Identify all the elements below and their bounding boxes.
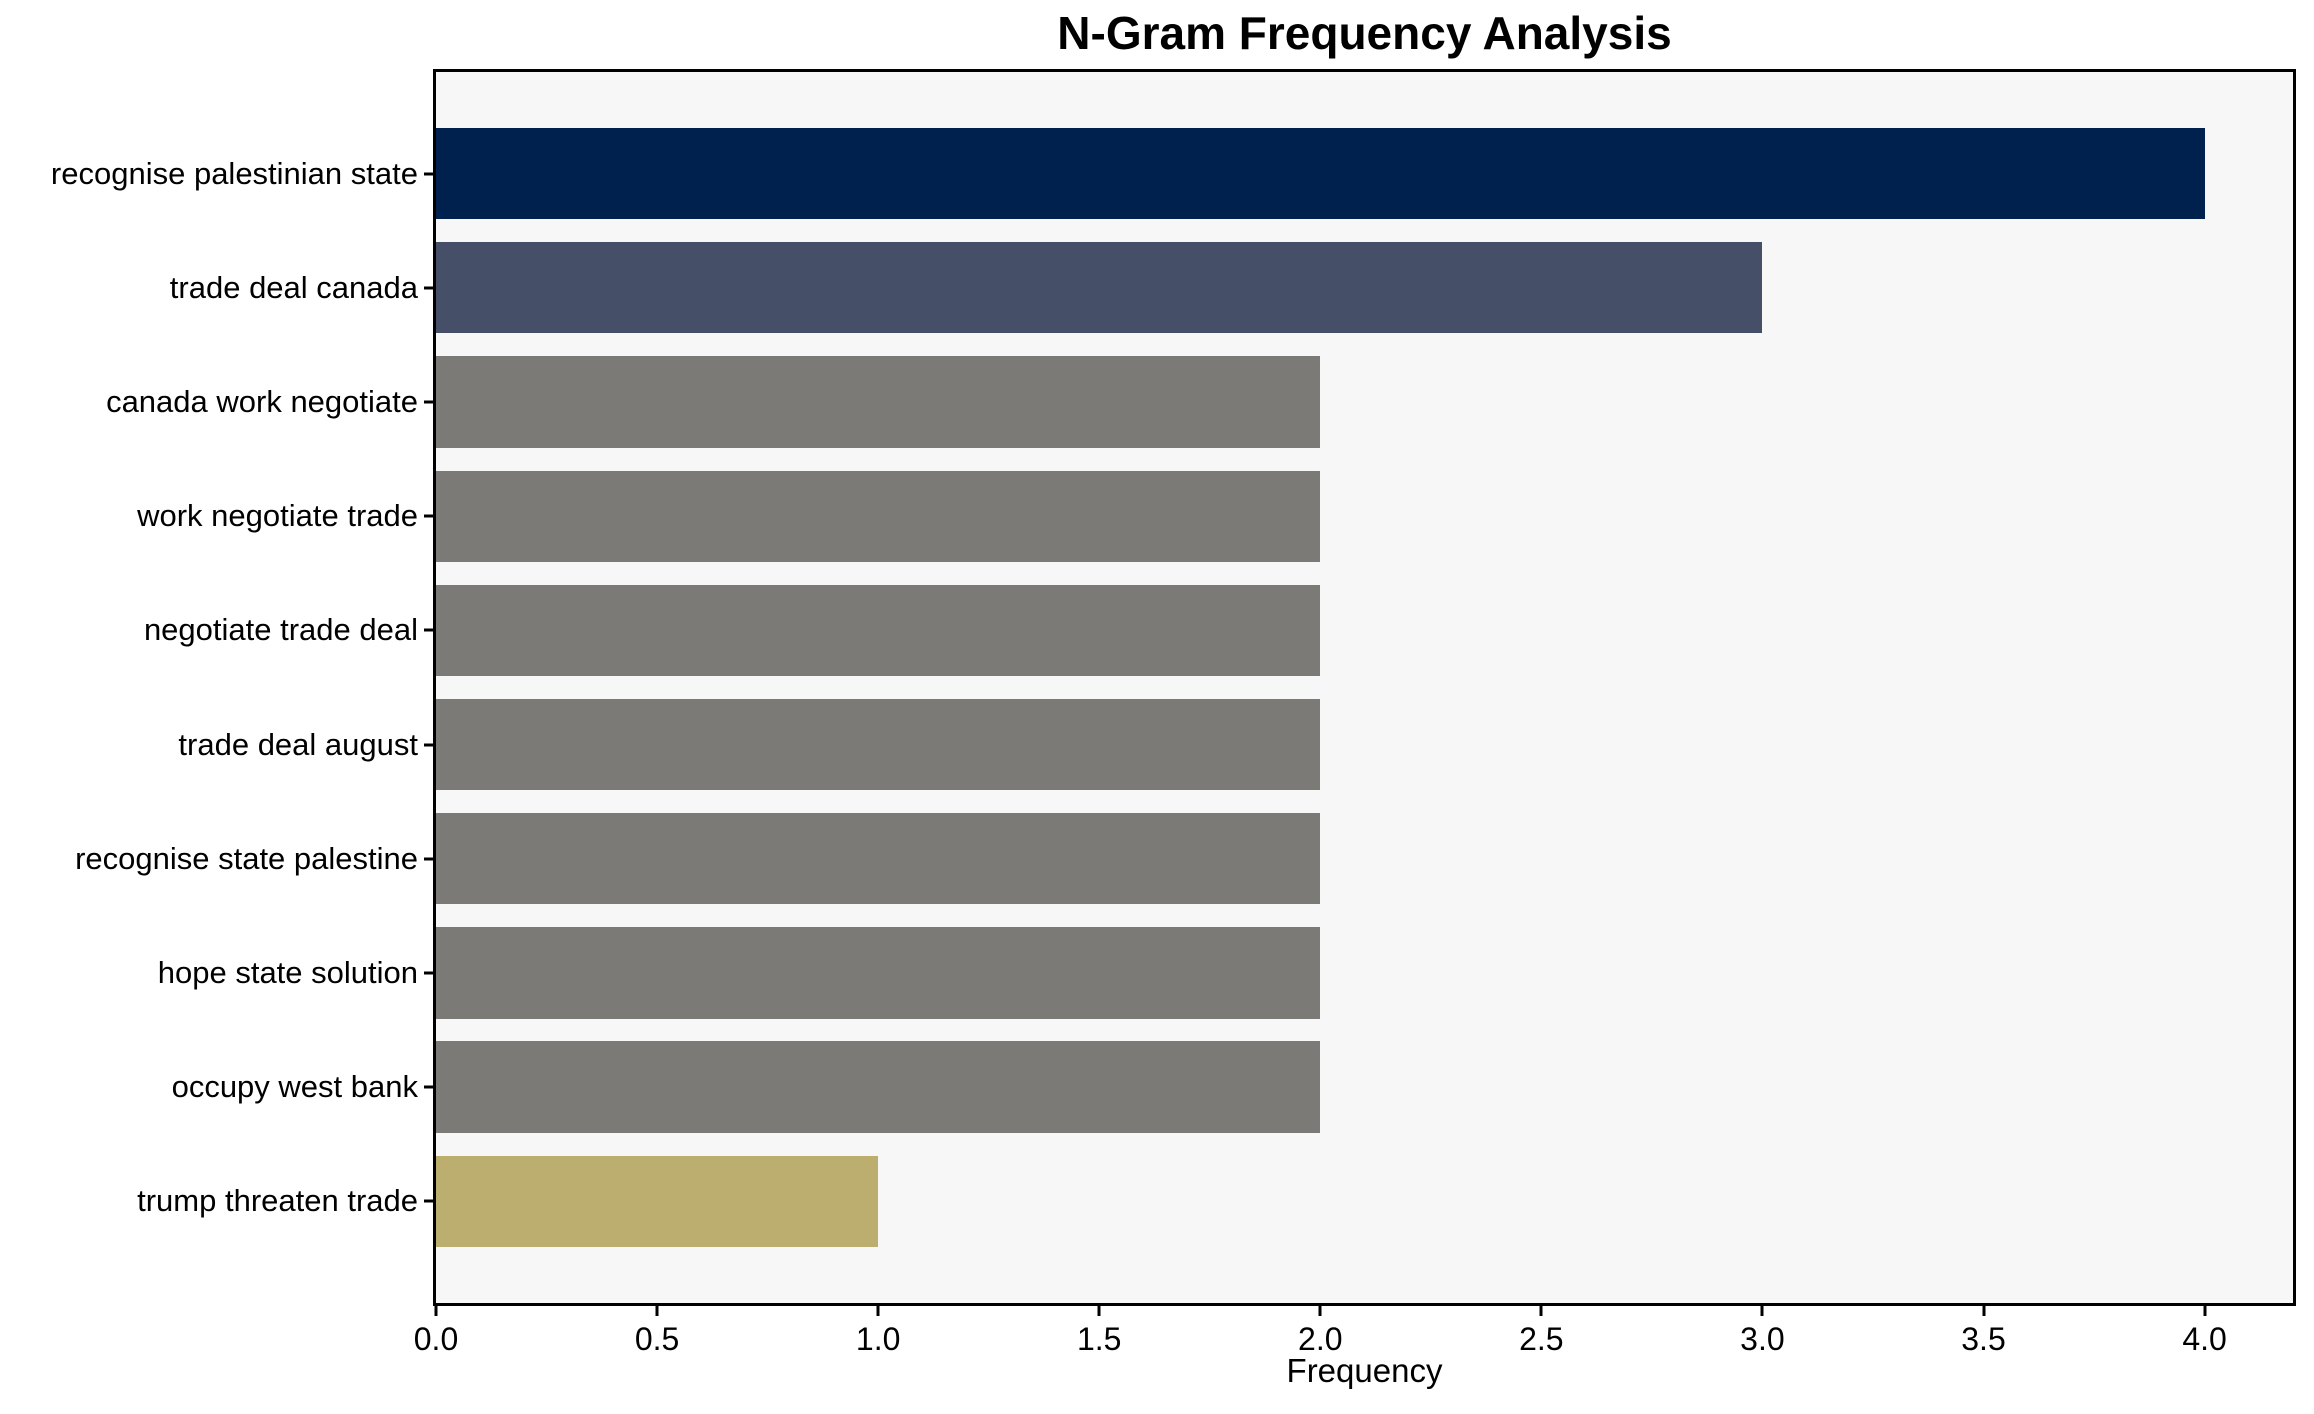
y-tick-label: trade deal august [178,726,418,762]
x-tick-label: 0.0 [413,1321,459,1357]
y-tick-mark [424,971,433,975]
x-tick-mark [2203,1306,2207,1316]
chart-bar [436,470,1321,562]
chart-bar [436,1155,879,1248]
x-tick-mark [655,1306,659,1316]
x-tick-mark [1539,1306,1543,1316]
chart-bar [436,1041,1321,1133]
y-tick-label: canada work negotiate [106,384,418,420]
y-tick-mark [424,400,433,404]
y-tick-label: recognise state palestine [75,840,418,876]
y-tick-label: hope state solution [157,954,418,990]
y-tick-mark [424,743,433,747]
x-axis-label: Frequency [1286,1352,1443,1389]
x-tick-mark [434,1306,438,1316]
y-tick-mark [424,1085,433,1089]
x-tick-mark [1982,1306,1985,1316]
chart-bar [436,698,1321,791]
x-tick-label: 0.5 [634,1321,680,1357]
y-tick-mark [424,172,433,176]
x-tick-mark [1318,1306,1322,1316]
chart-bar [436,813,1321,905]
x-tick-label: 1.5 [1076,1321,1122,1357]
y-tick-label: trade deal canada [169,269,418,305]
chart-bar [436,127,2205,220]
chart-bar [436,356,1321,448]
chart-bar [436,927,1321,1019]
x-tick-mark [876,1306,880,1316]
chart-bar [436,584,1321,677]
x-tick-label: 3.5 [1961,1321,2006,1357]
y-tick-mark [424,286,433,290]
chart-title: N-Gram Frequency Analysis [1057,7,1672,59]
y-tick-mark [424,1199,433,1203]
y-tick-label: negotiate trade deal [143,612,418,648]
y-tick-label: work negotiate trade [137,498,418,534]
y-tick-mark [424,514,433,518]
chart-bar [436,242,1763,334]
x-tick-label: 3.0 [1740,1321,1785,1357]
y-tick-label: trump threaten trade [137,1183,418,1219]
y-tick-mark [424,857,433,861]
x-tick-label: 1.0 [855,1321,901,1357]
x-tick-label: 4.0 [2182,1321,2227,1357]
x-tick-label: 2.0 [1298,1321,1343,1357]
x-tick-mark [1760,1306,1764,1316]
x-tick-mark [1097,1306,1101,1316]
y-tick-label: recognise palestinian state [50,155,418,191]
plot-area [433,69,2296,1306]
y-tick-label: occupy west bank [171,1069,418,1105]
y-tick-mark [424,628,433,632]
x-tick-label: 2.5 [1519,1321,1564,1357]
